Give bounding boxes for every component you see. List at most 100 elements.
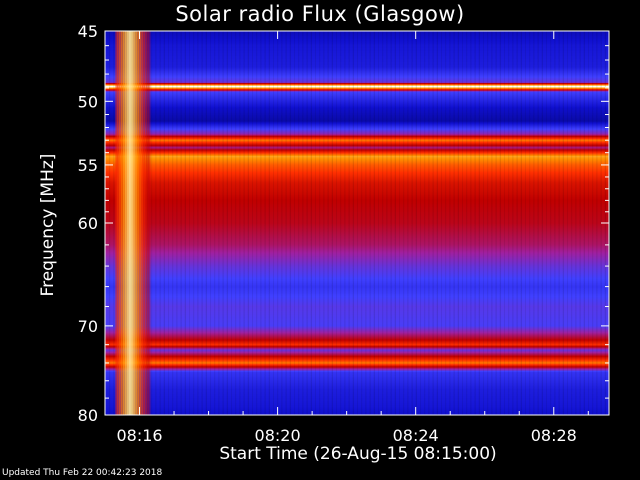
- heatmap-band: [105, 237, 609, 239]
- heatmap-band: [105, 217, 609, 219]
- heatmap-band: [105, 153, 609, 155]
- heatmap-band: [105, 82, 609, 84]
- heatmap-band: [105, 390, 609, 392]
- heatmap-band: [105, 301, 609, 303]
- heatmap-band: [105, 147, 609, 149]
- heatmap-band: [105, 285, 609, 287]
- heatmap-band: [105, 204, 609, 206]
- heatmap-texture: [558, 31, 560, 415]
- heatmap-texture: [365, 31, 367, 415]
- heatmap-band: [105, 291, 609, 293]
- heatmap-band: [105, 342, 609, 344]
- heatmap-band: [105, 181, 609, 183]
- heatmap-band: [105, 101, 609, 103]
- heatmap-texture: [310, 31, 312, 415]
- heatmap-band: [105, 227, 609, 229]
- heatmap-band: [105, 242, 609, 244]
- x-tick-label: 08:20: [255, 426, 301, 445]
- heatmap-band: [105, 225, 609, 227]
- heatmap-band: [105, 236, 609, 238]
- heatmap-texture: [390, 31, 392, 415]
- burst-column: [146, 31, 149, 415]
- heatmap-texture: [541, 31, 543, 415]
- heatmap-band: [105, 180, 609, 182]
- heatmap-band: [105, 355, 609, 357]
- heatmap-band: [105, 238, 609, 240]
- heatmap-texture: [277, 31, 279, 415]
- burst-column: [119, 31, 122, 415]
- y-tick-label: 70: [78, 317, 98, 336]
- heatmap-band: [105, 304, 609, 306]
- heatmap-band: [105, 191, 609, 193]
- heatmap-band: [105, 278, 609, 280]
- heatmap-band: [105, 208, 609, 210]
- heatmap-band: [105, 129, 609, 131]
- heatmap-band: [105, 74, 609, 76]
- heatmap-band: [105, 264, 609, 266]
- heatmap-band: [105, 403, 609, 405]
- burst-column: [140, 31, 143, 415]
- heatmap-texture: [315, 31, 316, 415]
- heatmap-band: [105, 282, 609, 284]
- heatmap-band: [105, 260, 609, 262]
- heatmap-band: [105, 112, 609, 114]
- heatmap-band: [105, 114, 609, 116]
- heatmap-band: [105, 205, 609, 207]
- heatmap-band: [105, 122, 609, 124]
- heatmap-band: [105, 262, 609, 264]
- heatmap-band: [105, 380, 609, 382]
- heatmap-band: [105, 132, 609, 134]
- heatmap-band: [105, 168, 609, 170]
- heatmap-band: [105, 94, 609, 96]
- heatmap-band: [105, 373, 609, 375]
- heatmap-band: [105, 199, 609, 201]
- heatmap-texture: [247, 31, 249, 415]
- heatmap-band: [105, 56, 609, 58]
- heatmap-band: [105, 145, 609, 147]
- heatmap-band: [105, 45, 609, 47]
- heatmap-band: [105, 41, 609, 43]
- heatmap-band: [105, 258, 609, 260]
- heatmap-band: [105, 376, 609, 378]
- heatmap-band: [105, 107, 609, 109]
- heatmap-band: [105, 197, 609, 199]
- heatmap-band: [105, 83, 609, 85]
- heatmap-band: [105, 412, 609, 414]
- heatmap-band: [105, 245, 609, 247]
- burst-column: [144, 31, 147, 415]
- heatmap-band: [105, 341, 609, 343]
- heatmap-band: [105, 228, 609, 230]
- heatmap-band: [105, 203, 609, 205]
- heatmap-band: [105, 297, 609, 299]
- heatmap-band: [105, 141, 609, 143]
- heatmap-band: [105, 91, 609, 93]
- heatmap-band: [105, 98, 609, 100]
- heatmap-texture: [147, 31, 148, 415]
- heatmap-band: [105, 200, 609, 202]
- heatmap-band: [105, 173, 609, 175]
- heatmap-band: [105, 399, 609, 401]
- heatmap-band: [105, 171, 609, 173]
- heatmap-band: [105, 223, 609, 225]
- heatmap-band: [105, 384, 609, 386]
- heatmap-band: [105, 266, 609, 268]
- heatmap-band: [105, 198, 609, 200]
- heatmap-band: [105, 306, 609, 308]
- heatmap-band: [105, 174, 609, 176]
- heatmap-band: [105, 177, 609, 179]
- heatmap-texture: [197, 31, 199, 415]
- heatmap-band: [105, 354, 609, 356]
- burst-column: [134, 31, 138, 415]
- heatmap-band: [105, 121, 609, 123]
- heatmap-band: [105, 246, 609, 248]
- heatmap-texture: [575, 31, 577, 415]
- heatmap-band: [105, 161, 609, 163]
- burst-column: [117, 31, 120, 415]
- heatmap-texture: [499, 31, 501, 415]
- heatmap-band: [105, 288, 609, 290]
- heatmap-band: [105, 51, 609, 53]
- heatmap-band: [105, 270, 609, 272]
- heatmap-band: [105, 248, 609, 250]
- heatmap-band: [105, 339, 609, 341]
- heatmap-band: [105, 215, 609, 217]
